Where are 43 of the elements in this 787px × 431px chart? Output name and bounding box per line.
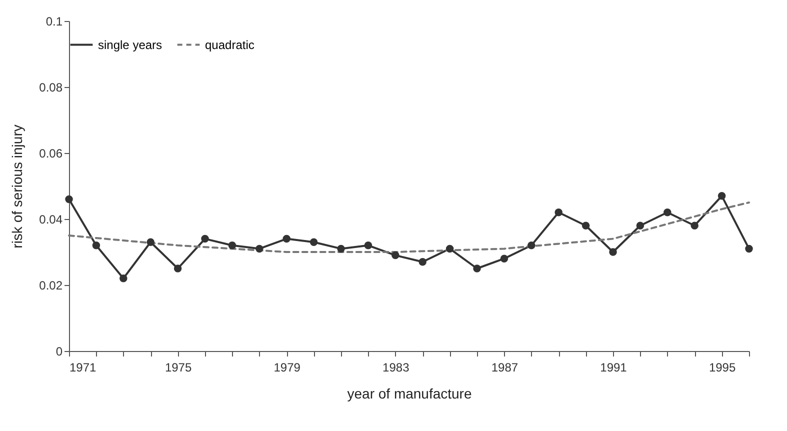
point [65,195,73,204]
x-tick-label: 1995 [708,360,736,374]
point [554,208,562,216]
y-tick-label: 0.1 [46,14,63,28]
legend-label: single years [98,38,162,52]
x-tick-label: 1987 [491,360,518,374]
point [636,222,644,230]
point [745,244,753,253]
point [201,234,209,243]
point [418,258,426,266]
point [446,244,454,253]
x-tick-label: 1983 [382,360,410,374]
x-axis-title: year of manufacture [347,386,472,402]
x-tick-label: 1975 [164,360,192,374]
point [664,208,672,216]
point [718,192,726,200]
y-tick-label: 0.02 [39,278,63,292]
point [528,242,536,250]
point [337,244,345,253]
y-tick-label: 0.04 [39,212,63,226]
point [609,248,617,256]
point [392,251,400,260]
x-tick-label: 1979 [274,360,301,374]
y-tick-label: 0.08 [39,80,63,94]
point [310,238,318,246]
point [690,222,698,230]
point [473,264,481,272]
y-tick-label: 0 [56,344,63,358]
point [92,242,100,250]
point [364,242,372,250]
x-tick-label: 1971 [70,360,97,374]
point [146,238,154,246]
point [582,222,590,230]
point [174,264,182,272]
point [256,244,264,253]
point [500,254,508,262]
point [120,274,128,282]
point [228,242,236,250]
legend-label: quadratic [205,38,254,52]
y-axis-title: risk of serious injury [9,124,26,248]
point [282,234,290,243]
y-tick-label: 0.06 [39,146,63,160]
x-tick-label: 1991 [600,360,628,374]
